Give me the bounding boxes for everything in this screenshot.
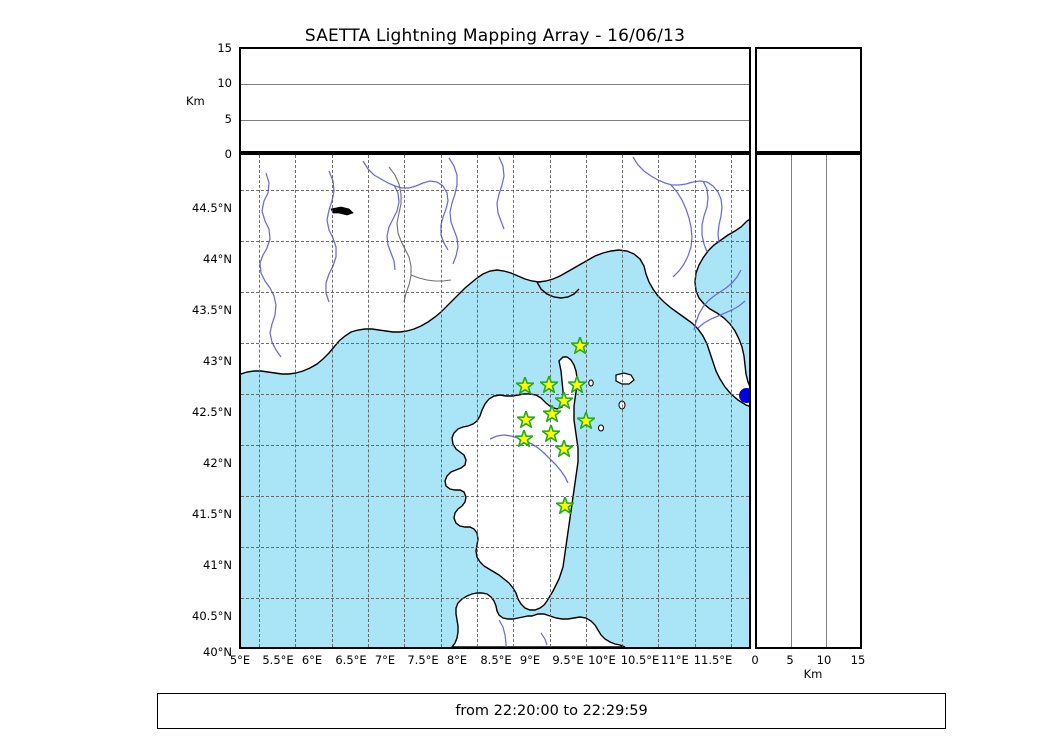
- map-gridline-44: [241, 240, 749, 242]
- map-ytick-42: 42°N: [203, 456, 232, 470]
- side-gridline-5: [791, 155, 793, 647]
- map-xtick-11.5E: 11.5°E: [693, 653, 733, 667]
- map-xtick-8.5E: 8.5°E: [480, 653, 512, 667]
- map-gridline-43: [241, 342, 749, 344]
- map-gridline-10.5E: [658, 155, 660, 647]
- top-ytick-5: 5: [224, 111, 232, 126]
- map-xtick-8E: 8°E: [446, 653, 468, 667]
- map-gridline-7E: [404, 155, 406, 647]
- map-xtick-7E: 7°E: [374, 653, 396, 667]
- top-ytick-10: 10: [217, 76, 232, 91]
- map-xtick-10.5E: 10.5°E: [620, 653, 660, 667]
- map-ytick-42.5: 42.5°N: [192, 405, 232, 419]
- coastline-map: [241, 155, 749, 647]
- side-xtick-15: 15: [850, 653, 866, 667]
- map-gridline-9.5E: [585, 155, 587, 647]
- map-gridline-41: [241, 547, 749, 549]
- map-gridline-44.5: [241, 189, 749, 191]
- status-bar[interactable]: from 22:20:00 to 22:29:59: [157, 693, 946, 729]
- map-gridline-41.5: [241, 496, 749, 497]
- map-xtick-6E: 6°E: [301, 653, 323, 667]
- map-xtick-5E: 5°E: [229, 653, 251, 667]
- page-title: SAETTA Lightning Mapping Array - 16/06/1…: [304, 26, 686, 46]
- side-xtick-10: 10: [816, 653, 832, 667]
- top-ytick-0: 0: [224, 146, 232, 161]
- map-canvas[interactable]: [241, 155, 749, 647]
- side-xtick-0: 0: [751, 653, 759, 667]
- map-ytick-41.5: 41.5°N: [192, 507, 232, 521]
- side-gridline-10: [825, 155, 827, 647]
- map-xtick-10E: 10°E: [588, 653, 616, 667]
- map-gridline-42.5: [241, 393, 749, 395]
- map-ytick-43: 43°N: [203, 354, 232, 368]
- lightning-source-dot[interactable]: [739, 387, 749, 403]
- top-gridline-10: [241, 84, 749, 86]
- map-xtick-7.5E: 7.5°E: [407, 653, 439, 667]
- map-ytick-41: 41°N: [203, 558, 232, 572]
- map-gridline-6E: [331, 155, 333, 647]
- status-bar-text: from 22:20:00 to 22:29:59: [455, 703, 648, 719]
- side-height-panel[interactable]: [755, 153, 862, 649]
- map-gridline-6.5E: [368, 155, 369, 647]
- map-xtick-11E: 11°E: [661, 653, 689, 667]
- map-xtick-9E: 9°E: [519, 653, 541, 667]
- map-xtick-6.5E: 6.5°E: [335, 653, 367, 667]
- top-gridline-5: [241, 119, 749, 121]
- side-panel-xlabel: Km: [803, 667, 823, 681]
- map-ytick-40.5: 40.5°N: [192, 609, 232, 623]
- map-gridline-7.5E: [440, 155, 442, 647]
- side-xtick-5: 5: [786, 653, 794, 667]
- map-gridline-5E: [259, 155, 261, 647]
- map-xtick-5.5E: 5.5°E: [262, 653, 294, 667]
- map-panel[interactable]: [239, 153, 751, 649]
- top-panel-ylabel: Km: [186, 94, 205, 108]
- map-ytick-44: 44°N: [203, 252, 232, 266]
- map-gridline-8.5E: [513, 155, 515, 647]
- top-height-panel[interactable]: [239, 47, 751, 153]
- map-gridline-5.5E: [295, 155, 297, 647]
- map-ytick-44.5: 44.5°N: [192, 201, 232, 215]
- map-gridline-9E: [549, 155, 551, 647]
- map-gridline-42: [241, 444, 749, 446]
- map-gridline-11.5E: [731, 155, 732, 647]
- map-xtick-9.5E: 9.5°E: [552, 653, 584, 667]
- map-gridline-8E: [476, 155, 478, 647]
- map-gridline-40.5: [241, 598, 749, 600]
- corner-panel[interactable]: [755, 47, 862, 153]
- map-gridline-43.5: [241, 291, 749, 293]
- map-gridline-11E: [694, 155, 696, 647]
- top-ytick-15: 15: [217, 41, 232, 55]
- map-ytick-43.5: 43.5°N: [192, 303, 232, 317]
- map-ytick-40: 40°N: [203, 645, 232, 659]
- map-gridline-10E: [622, 155, 624, 647]
